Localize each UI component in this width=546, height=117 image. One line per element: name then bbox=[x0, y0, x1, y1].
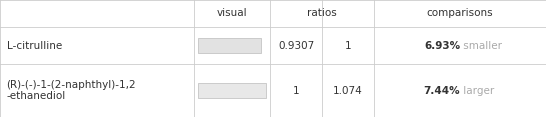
Text: ratios: ratios bbox=[307, 8, 337, 18]
Text: 6.93%: 6.93% bbox=[424, 41, 460, 51]
Text: 1.074: 1.074 bbox=[333, 86, 363, 96]
Text: larger: larger bbox=[460, 86, 494, 96]
Bar bbox=[198, 83, 266, 98]
Text: (R)-(-)-1-(2-naphthyl)-1,2
-ethanediol: (R)-(-)-1-(2-naphthyl)-1,2 -ethanediol bbox=[7, 80, 136, 101]
Bar bbox=[198, 38, 261, 53]
Text: 7.44%: 7.44% bbox=[423, 86, 460, 96]
Text: comparisons: comparisons bbox=[426, 8, 494, 18]
Text: smaller: smaller bbox=[460, 41, 502, 51]
Text: L-citrulline: L-citrulline bbox=[7, 41, 62, 51]
Text: 0.9307: 0.9307 bbox=[278, 41, 314, 51]
Text: visual: visual bbox=[217, 8, 247, 18]
Text: 1: 1 bbox=[293, 86, 300, 96]
Text: 1: 1 bbox=[345, 41, 352, 51]
